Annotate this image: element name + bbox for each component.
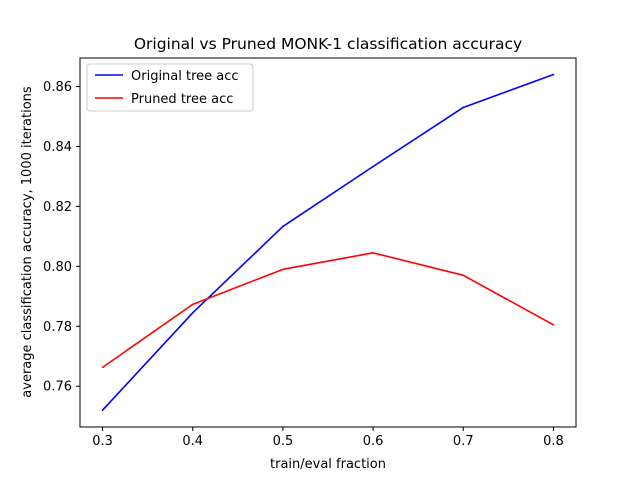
y-axis-title: average classification accuracy, 1000 it… xyxy=(20,86,35,398)
x-axis-title: train/eval fraction xyxy=(270,457,386,472)
legend-label-original: Original tree acc xyxy=(131,69,239,84)
y-tick-label: 0.86 xyxy=(43,80,72,95)
legend-label-pruned: Pruned tree acc xyxy=(131,92,233,107)
series-line-original xyxy=(101,73,554,411)
data-point xyxy=(282,225,284,228)
data-point xyxy=(372,252,374,254)
y-tick-label: 0.84 xyxy=(43,140,72,155)
data-point xyxy=(372,165,374,168)
data-point xyxy=(552,73,555,76)
legend: Original tree acc Pruned tree acc xyxy=(86,63,254,112)
data-point xyxy=(101,366,104,369)
data-point xyxy=(552,323,555,326)
data-point xyxy=(191,303,194,306)
plot-area xyxy=(79,57,577,428)
y-tick-label: 0.82 xyxy=(43,200,72,215)
legend-box xyxy=(86,63,254,112)
x-tick-label: 0.8 xyxy=(543,434,564,449)
data-point xyxy=(462,274,465,277)
data-point xyxy=(191,311,194,314)
x-tick-label: 0.7 xyxy=(453,434,474,449)
data-point xyxy=(101,409,104,412)
x-tick-label: 0.6 xyxy=(363,434,384,449)
x-tick-label: 0.4 xyxy=(182,434,203,449)
x-tick-label: 0.3 xyxy=(92,434,113,449)
x-tick-label: 0.5 xyxy=(273,434,294,449)
y-tick-label: 0.78 xyxy=(43,320,72,335)
axes-frame xyxy=(79,57,577,428)
y-axis-ticks: 0.76 0.78 0.80 0.82 0.84 0.86 xyxy=(43,80,80,395)
series-group xyxy=(101,73,555,412)
y-tick-label: 0.80 xyxy=(43,260,72,275)
data-point xyxy=(282,268,284,271)
series-line-pruned xyxy=(102,252,554,369)
data-point xyxy=(462,106,465,109)
x-axis-ticks: 0.3 0.4 0.5 0.6 0.7 0.8 xyxy=(92,427,564,449)
y-tick-label: 0.76 xyxy=(43,380,72,395)
chart-title: Original vs Pruned MONK-1 classification… xyxy=(134,35,522,53)
